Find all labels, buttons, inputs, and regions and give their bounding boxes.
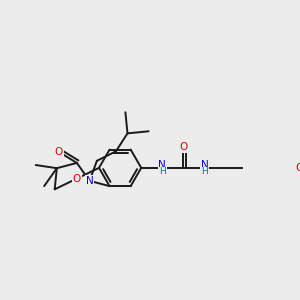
Text: O: O (296, 163, 300, 173)
Text: O: O (179, 142, 188, 152)
Text: H: H (159, 167, 166, 176)
Text: N: N (158, 160, 166, 170)
Text: O: O (55, 147, 63, 157)
Text: O: O (73, 174, 81, 184)
Text: N: N (85, 176, 93, 186)
Text: N: N (201, 160, 208, 170)
Text: H: H (201, 167, 208, 176)
